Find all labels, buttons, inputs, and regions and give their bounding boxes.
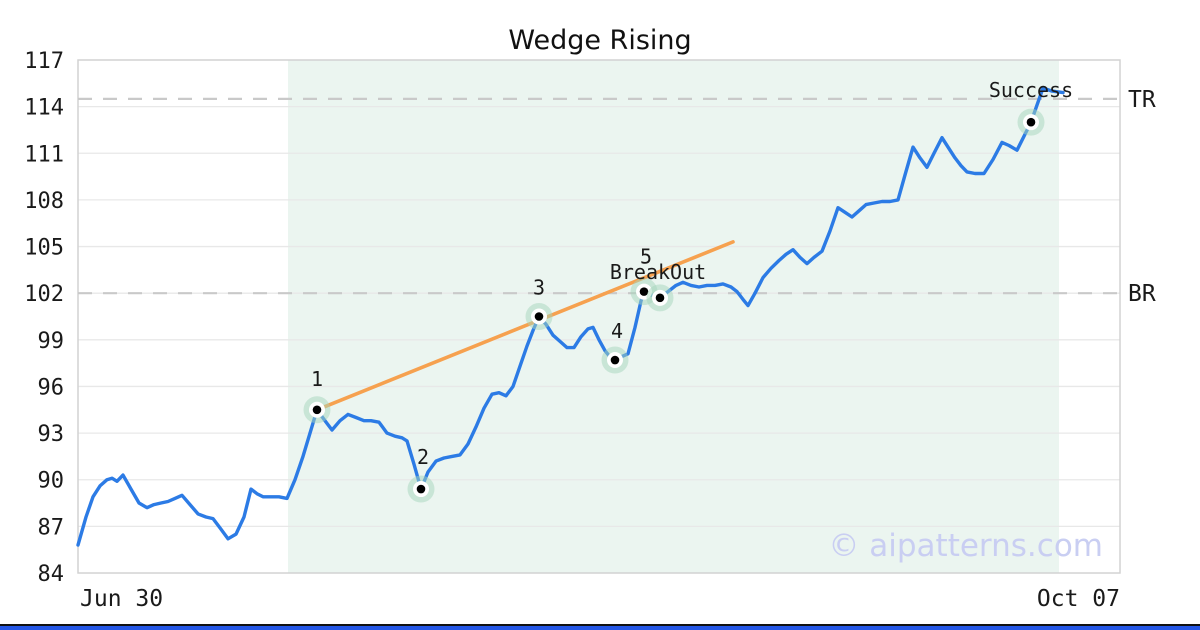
marker-label-5: 5 [640, 245, 652, 269]
marker-dot [312, 405, 322, 415]
bottom-accent-bar [0, 624, 1200, 630]
marker-dot [610, 355, 620, 365]
marker-dot [416, 484, 426, 494]
watermark: © aipatterns.com [828, 528, 1103, 564]
marker-dot [655, 293, 665, 303]
y-tick-label: 105 [24, 236, 64, 261]
marker-label-success: Success [989, 78, 1073, 102]
level-label-tr: TR [1128, 87, 1156, 113]
y-tick-label: 111 [24, 142, 64, 167]
y-tick-label: 99 [38, 329, 65, 354]
y-tick-label: 117 [24, 49, 64, 74]
marker-dot [1026, 117, 1036, 127]
level-label-br: BR [1128, 281, 1156, 307]
trendline [315, 240, 735, 412]
y-tick-label: 93 [38, 422, 65, 447]
chart-title: Wedge Rising [508, 25, 691, 56]
plot-frame [77, 59, 1121, 574]
y-tick-label: 102 [24, 282, 64, 307]
marker-dot [639, 287, 649, 296]
y-tick-label: 87 [38, 515, 65, 540]
marker-dot [534, 312, 544, 321]
marker-label-4: 4 [611, 319, 623, 343]
y-tick-label: 114 [24, 96, 64, 121]
y-tick-label: 108 [24, 189, 64, 214]
x-axis-label-start: Jun 30 [80, 586, 163, 612]
marker-label-3: 3 [533, 276, 545, 300]
x-axis-label-end: Oct 07 [1037, 586, 1120, 612]
price-series-line [76, 86, 1065, 547]
chart-generated-under: 84 87 90 93 96 99 102 105 108 111 114 117 [24, 49, 1121, 587]
y-tick-label: 96 [38, 375, 65, 400]
y-tick-label: 90 [38, 469, 65, 494]
marker-label-2: 2 [417, 445, 429, 469]
y-tick-label: 84 [38, 562, 65, 587]
marker-label-breakout: BreakOut [610, 260, 706, 284]
marker-label-1: 1 [311, 367, 323, 391]
